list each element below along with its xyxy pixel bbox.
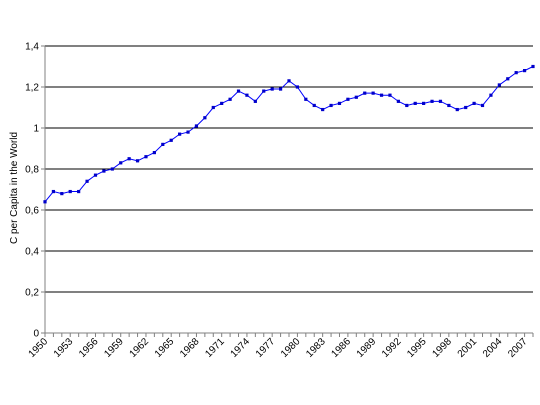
- data-point: [203, 116, 207, 120]
- data-point: [396, 99, 400, 103]
- data-point: [127, 157, 131, 161]
- x-tick-label: 1971: [203, 336, 227, 360]
- data-point: [346, 97, 350, 101]
- data-point: [93, 173, 98, 177]
- y-tick-label: 0,4: [25, 247, 39, 258]
- data-point: [51, 189, 56, 194]
- data-point: [371, 91, 375, 95]
- data-point: [312, 103, 316, 108]
- x-tick-label: 1950: [27, 336, 51, 360]
- x-tick-label: 2001: [456, 336, 480, 360]
- series-group: [43, 64, 535, 204]
- data-point: [245, 93, 249, 97]
- x-tick-label: 1968: [178, 336, 202, 360]
- x-tick-label: 1983: [304, 336, 328, 360]
- data-point: [430, 99, 434, 103]
- data-point: [447, 103, 451, 108]
- data-point: [506, 77, 510, 81]
- x-tick-label: 1998: [430, 336, 454, 360]
- data-point: [321, 107, 325, 112]
- data-point: [253, 99, 257, 103]
- data-point: [236, 89, 241, 93]
- data-point: [228, 97, 232, 101]
- x-tick-label: 1953: [52, 336, 76, 360]
- data-point: [480, 103, 485, 108]
- data-point: [262, 89, 266, 93]
- data-point: [379, 93, 384, 97]
- data-point: [211, 105, 215, 110]
- data-point: [337, 101, 342, 105]
- data-point: [295, 85, 300, 89]
- x-tick-label: 1989: [355, 336, 379, 360]
- data-point: [497, 83, 501, 87]
- data-point: [354, 95, 358, 99]
- x-axis-ticks: 1950 1953 1956 1959 1962 1965 1968 1971 1974 1977…: [27, 333, 534, 360]
- data-point: [43, 200, 47, 204]
- data-point: [363, 91, 367, 95]
- gridlines: [45, 45, 533, 293]
- x-tick-label: 1959: [102, 336, 126, 360]
- y-tick-label: 0,2: [25, 288, 39, 299]
- x-tick-label: 1980: [279, 336, 303, 360]
- y-axis-title: C per Capita in the World: [9, 132, 20, 244]
- y-tick-label: 1: [33, 124, 39, 135]
- data-point: [489, 93, 493, 97]
- y-tick-label: 0,8: [25, 165, 39, 176]
- data-point: [388, 93, 392, 97]
- data-point: [178, 132, 182, 136]
- y-tick-label: 0,6: [25, 206, 39, 217]
- x-tick-label: 1986: [330, 336, 354, 360]
- data-point: [169, 138, 173, 142]
- data-point: [329, 103, 333, 108]
- data-point: [110, 167, 114, 171]
- x-tick-label: 1965: [153, 336, 177, 360]
- data-point: [287, 79, 291, 83]
- data-point: [304, 97, 308, 101]
- data-point: [405, 103, 409, 108]
- data-point: [522, 69, 527, 73]
- y-axis-ticks: 0 0,2 0,4 0,6 0,8 1 1,2 1,4: [25, 42, 45, 340]
- data-point: [413, 101, 417, 105]
- data-point: [135, 159, 140, 163]
- data-point: [464, 105, 468, 110]
- x-tick-label: 1974: [229, 336, 253, 360]
- y-tick-label: 1,2: [25, 83, 39, 94]
- data-point: [531, 64, 535, 69]
- x-tick-label: 1995: [405, 336, 429, 360]
- data-point: [455, 107, 459, 112]
- data-point: [422, 101, 426, 105]
- data-point: [514, 71, 518, 75]
- data-point: [144, 155, 148, 159]
- y-tick-label: 0: [33, 329, 39, 340]
- data-point: [472, 101, 476, 105]
- data-point: [161, 142, 165, 146]
- data-point: [278, 87, 283, 91]
- y-tick-label: 1,4: [25, 42, 39, 53]
- data-point: [60, 192, 64, 196]
- data-point: [152, 151, 156, 155]
- x-tick-label: 2004: [481, 336, 505, 360]
- data-point: [77, 189, 81, 194]
- data-point: [186, 130, 190, 134]
- data-point: [68, 189, 72, 194]
- data-point: [102, 169, 106, 173]
- data-point: [119, 161, 123, 165]
- data-point: [194, 124, 199, 128]
- data-point: [438, 99, 443, 103]
- x-tick-label: 1992: [380, 336, 404, 360]
- x-tick-label: 1962: [128, 336, 152, 360]
- x-tick-label: 2007: [506, 336, 530, 360]
- data-point: [270, 87, 274, 91]
- x-tick-label: 1956: [77, 336, 101, 360]
- data-point: [85, 179, 89, 183]
- data-point: [220, 101, 224, 105]
- x-tick-label: 1977: [254, 336, 278, 360]
